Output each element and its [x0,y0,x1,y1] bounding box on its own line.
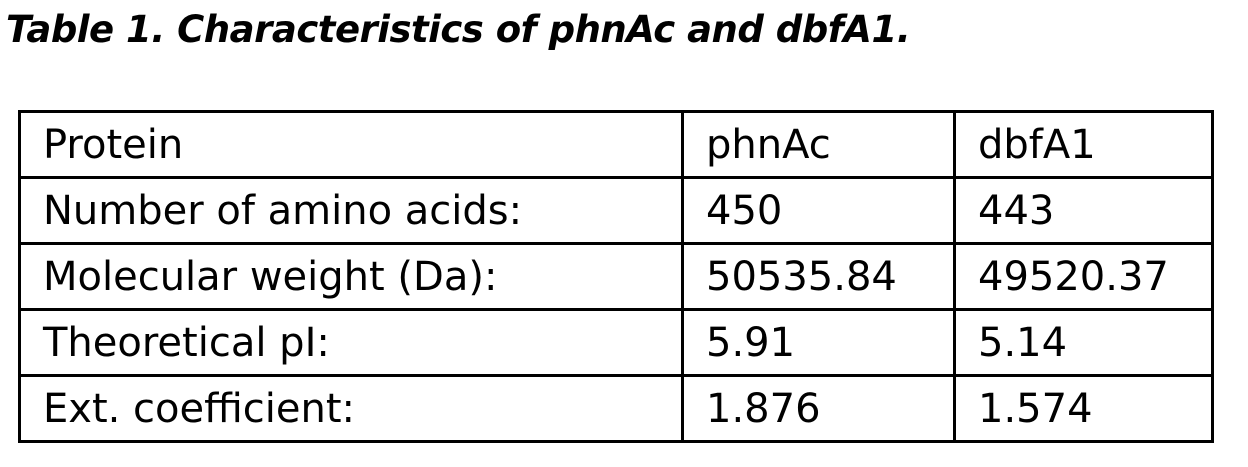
dbfa1-cell: dbfA1 [953,110,1214,179]
phnac-cell: phnAc [681,110,956,179]
table-row: Molecular weight (Da): 50535.84 49520.37 [18,242,1214,311]
table-row: Ext. coefficient: 1.876 1.574 [18,374,1214,443]
table-caption: Table 1. Characteristics of phnAc and db… [6,8,911,51]
row-label: Ext. coefficient: [18,374,684,443]
table-row: Number of amino acids: 450 443 [18,176,1214,245]
phnac-cell: 1.876 [681,374,956,443]
row-label: Number of amino acids: [18,176,684,245]
dbfa1-cell: 49520.37 [953,242,1214,311]
row-label: Molecular weight (Da): [18,242,684,311]
dbfa1-cell: 5.14 [953,308,1214,377]
phnac-cell: 5.91 [681,308,956,377]
table-row-header: Protein phnAc dbfA1 [18,110,1214,179]
phnac-cell: 50535.84 [681,242,956,311]
dbfa1-cell: 1.574 [953,374,1214,443]
row-label: Theoretical pI: [18,308,684,377]
phnac-cell: 450 [681,176,956,245]
characteristics-table: Protein phnAc dbfA1 Number of amino acid… [18,110,1214,443]
table-row: Theoretical pI: 5.91 5.14 [18,308,1214,377]
row-label: Protein [18,110,684,179]
dbfa1-cell: 443 [953,176,1214,245]
